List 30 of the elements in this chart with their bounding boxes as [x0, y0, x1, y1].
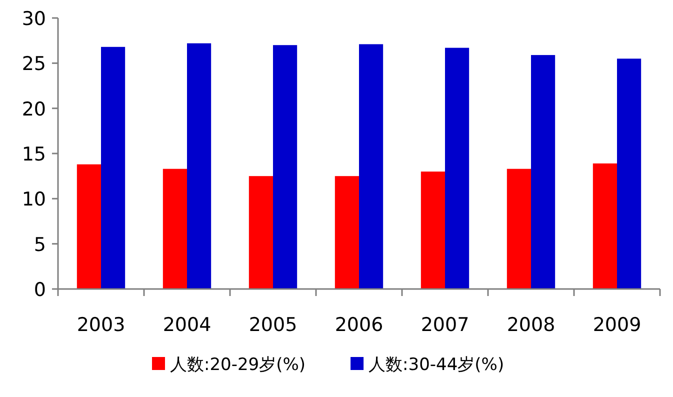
x-tick-label: 2006	[334, 314, 384, 336]
legend-label: 人数:30-44岁(%)	[368, 355, 504, 375]
y-tick-label: 25	[22, 53, 46, 76]
x-tick-label: 2009	[592, 314, 642, 336]
y-tick-label: 15	[22, 144, 46, 166]
bar	[531, 55, 556, 289]
bar	[506, 168, 531, 289]
x-tick-label: 2003	[76, 314, 126, 336]
bar	[445, 48, 470, 289]
bar	[248, 176, 273, 289]
bar	[359, 44, 384, 289]
bar	[101, 46, 126, 289]
y-tick-label: 0	[34, 279, 46, 301]
bar	[187, 43, 212, 289]
x-tick-label: 2005	[248, 314, 298, 336]
bar	[617, 58, 642, 289]
bar	[76, 164, 101, 289]
bar	[162, 168, 187, 289]
x-tick-label: 2007	[420, 314, 470, 336]
x-tick-label: 2008	[506, 314, 556, 336]
bar	[334, 176, 359, 289]
y-tick-label: 30	[22, 8, 46, 30]
y-tick-label: 10	[22, 188, 46, 211]
legend-label: 人数:20-29岁(%)	[170, 355, 306, 375]
x-tick-label: 2004	[162, 314, 212, 336]
bar	[420, 172, 445, 289]
y-tick-label: 20	[22, 98, 46, 120]
bar	[592, 163, 617, 289]
bar	[273, 45, 298, 289]
y-tick-label: 5	[34, 234, 46, 256]
